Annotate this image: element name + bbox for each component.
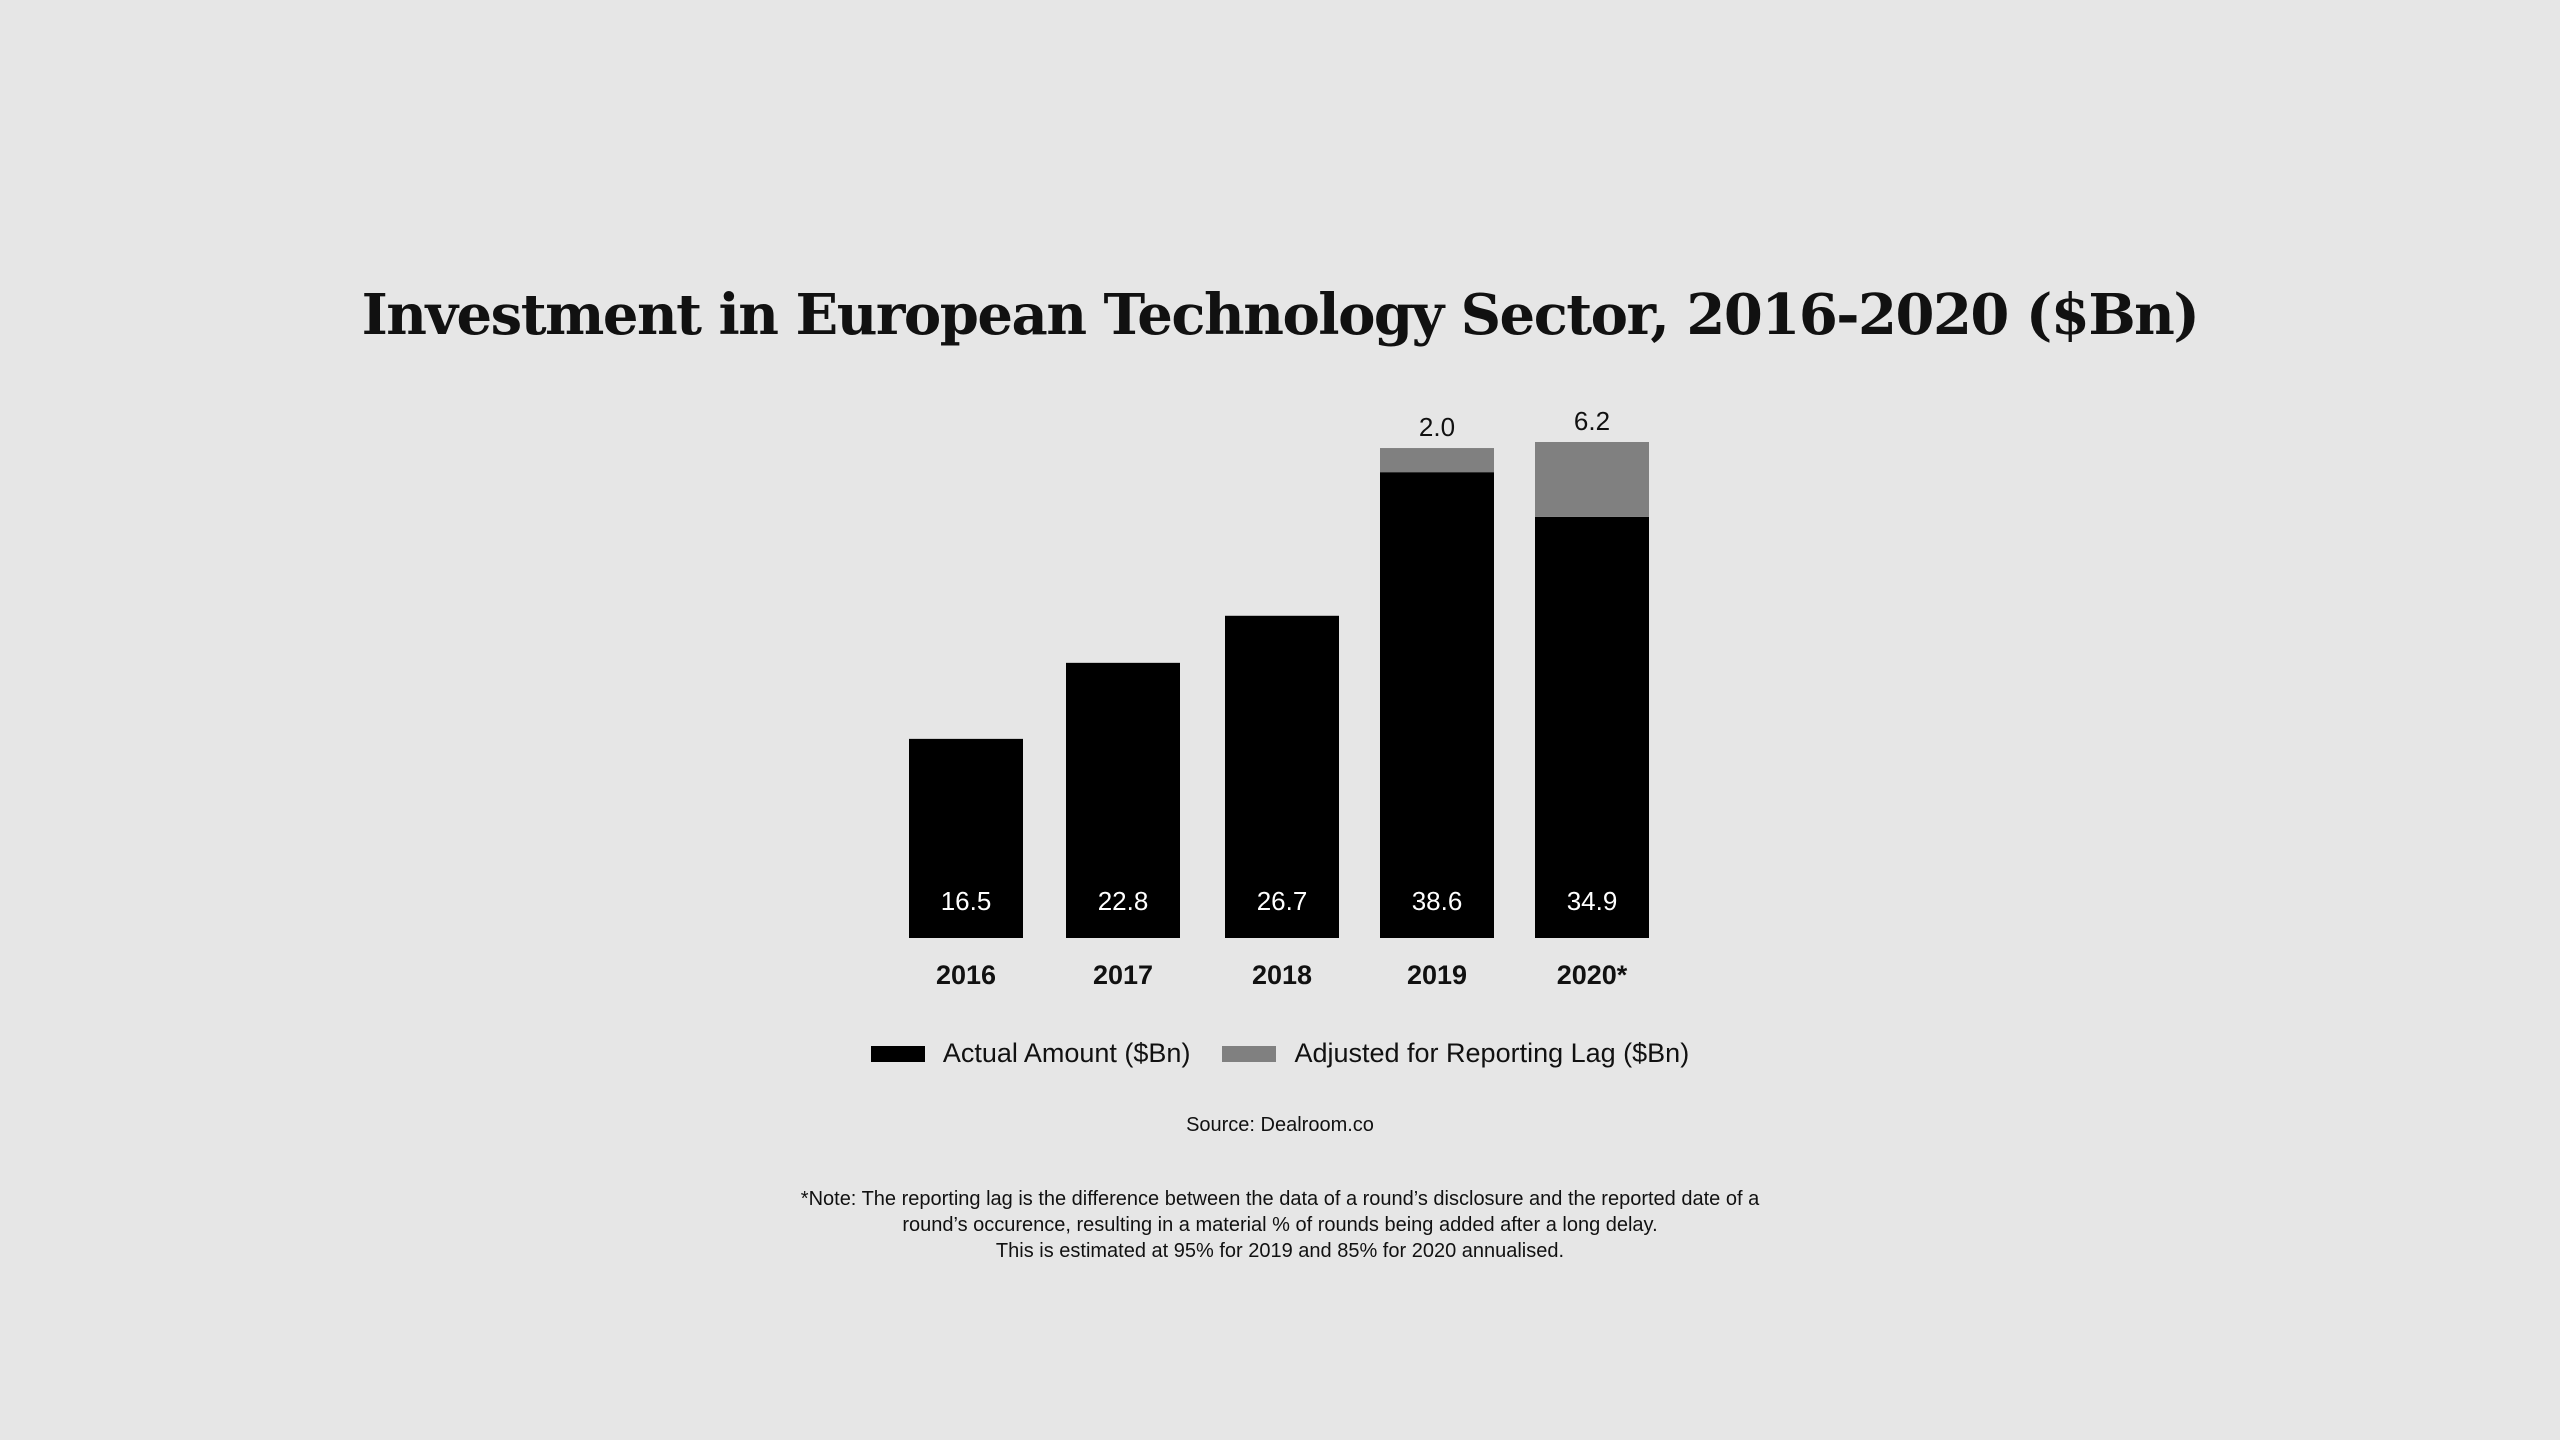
bar-actual-2018 (1225, 615, 1339, 938)
chart-title: Investment in European Technology Sector… (361, 282, 2200, 348)
data-label-actual-2019: 38.6 (1412, 886, 1463, 916)
legend-label-adjusted: Adjusted for Reporting Lag ($Bn) (1294, 1038, 1690, 1068)
footnote: *Note: The reporting lag is the differen… (0, 1186, 2560, 1264)
data-label-adjusted-2020: 6.2 (1574, 406, 1610, 436)
x-tick-label-2019: 2019 (1407, 960, 1467, 990)
x-tick-label-2017: 2017 (1093, 960, 1153, 990)
x-tick-label-2020: 2020* (1557, 960, 1628, 990)
legend-swatch-actual (870, 1045, 925, 1062)
data-label-actual-2018: 26.7 (1257, 886, 1308, 916)
bar-actual-2017 (1066, 662, 1180, 938)
bar-actual-2019 (1380, 472, 1494, 938)
footnote-line-3: This is estimated at 95% for 2019 and 85… (995, 1240, 1565, 1262)
bar-actual-2016 (909, 738, 1023, 938)
data-label-adjusted-2019: 2.0 (1419, 412, 1455, 442)
bar-actual-2020 (1535, 516, 1649, 938)
footnote-line-2: round’s occurence, resulting in a materi… (902, 1214, 1658, 1236)
data-label-actual-2017: 22.8 (1098, 886, 1149, 916)
bar-adjusted-2019 (1380, 448, 1494, 473)
data-label-actual-2016: 16.5 (941, 886, 992, 916)
legend-item-adjusted: Adjusted for Reporting Lag ($Bn) (1222, 1038, 1689, 1069)
x-tick-label-2018: 2018 (1252, 960, 1312, 990)
bar-adjusted-2020 (1535, 442, 1649, 517)
legend-swatch-adjusted (1222, 1045, 1277, 1062)
chart-legend: Actual Amount ($Bn) Adjusted for Reporti… (0, 1038, 2560, 1069)
x-tick-label-2016: 2016 (936, 960, 996, 990)
data-label-actual-2020: 34.9 (1567, 886, 1618, 916)
footnote-line-1: *Note: The reporting lag is the differen… (800, 1188, 1760, 1210)
legend-label-actual: Actual Amount ($Bn) (942, 1038, 1191, 1068)
legend-item-actual: Actual Amount ($Bn) (870, 1038, 1191, 1069)
source-note: Source: Dealroom.co (1186, 1114, 1374, 1136)
